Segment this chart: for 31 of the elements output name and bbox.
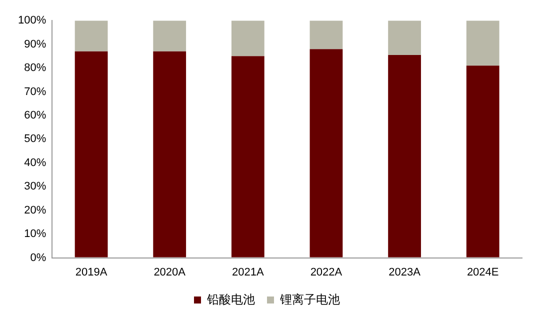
legend-label: 铅酸电池: [206, 292, 255, 306]
bar: [388, 20, 421, 55]
y-tick-label: 90%: [24, 38, 46, 50]
y-tick-label: 40%: [24, 156, 46, 169]
bar: [153, 20, 186, 52]
y-tick-label: 30%: [24, 180, 46, 193]
y-tick-label: 20%: [24, 204, 46, 216]
y-tick-label: 50%: [24, 133, 46, 146]
bar: [231, 56, 264, 258]
bar: [74, 51, 108, 258]
y-tick-label: 80%: [24, 62, 46, 74]
bar: [74, 20, 108, 52]
legend-label: 锂离子电池: [279, 292, 340, 306]
y-tick-label: 10%: [24, 228, 46, 240]
y-tick-label: 100%: [18, 14, 46, 27]
x-tick-label: 2020A: [154, 266, 186, 278]
y-tick-label: 70%: [24, 86, 46, 98]
bar: [388, 54, 421, 258]
x-tick-label: 2019A: [75, 266, 108, 278]
x-tick-label: 2021A: [232, 266, 264, 278]
x-tick-label: 2023A: [388, 266, 422, 278]
bar: [310, 20, 343, 50]
x-tick-label: 2024E: [466, 266, 499, 278]
bar: [310, 49, 343, 258]
bar: [153, 51, 186, 258]
bar: [466, 66, 500, 258]
y-tick-label: 60%: [24, 110, 46, 122]
x-tick-label: 2022A: [310, 266, 343, 278]
y-tick-label: 0%: [30, 252, 46, 264]
bar: [231, 20, 264, 56]
bar: [466, 20, 500, 66]
